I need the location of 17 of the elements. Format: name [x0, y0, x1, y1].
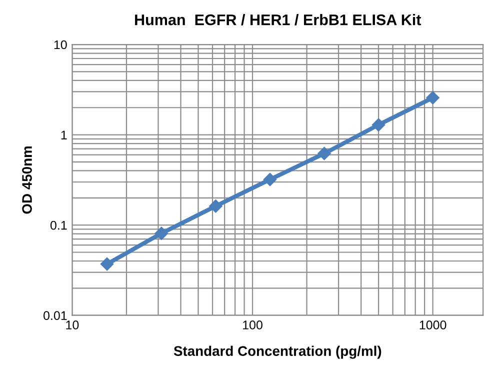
x-axis-title: Standard Concentration (pg/ml): [174, 346, 382, 359]
y-tick-label: 10: [54, 40, 67, 50]
point: [209, 200, 222, 213]
y-tick-label: 0.1: [50, 220, 67, 230]
chart-title: Human EGFR / HER1 / ErbB1 ELISA Kit: [135, 14, 422, 26]
x-tick-label: 1000: [420, 320, 446, 330]
point: [154, 226, 168, 240]
x-tick-label: 10: [66, 320, 79, 330]
point: [426, 91, 440, 104]
point: [372, 118, 386, 132]
y-tick-label: 0.01: [44, 311, 67, 320]
y-axis-title: OD 450nm: [22, 146, 32, 214]
x-tick-label: 100: [243, 320, 262, 330]
point: [263, 172, 277, 186]
y-tick-label: 1: [61, 130, 67, 140]
point: [100, 257, 114, 271]
point: [318, 146, 331, 160]
